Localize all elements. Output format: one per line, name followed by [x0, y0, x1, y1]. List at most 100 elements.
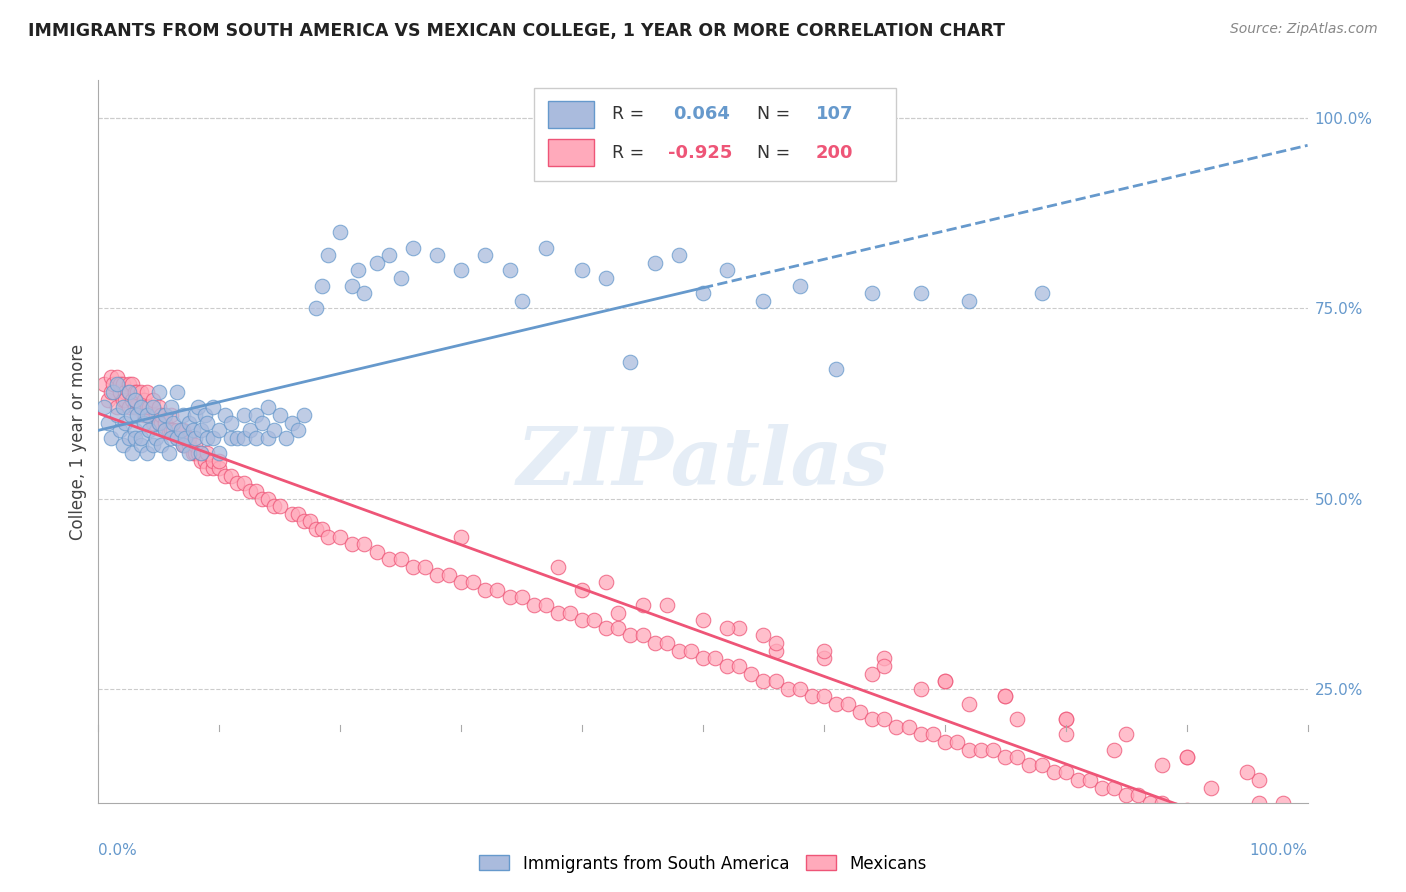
Point	[776, 681, 799, 696]
Text: N =: N =	[758, 105, 796, 123]
Point	[1054, 712, 1077, 726]
Point	[765, 636, 787, 650]
Point	[232, 408, 254, 422]
Point	[1249, 796, 1271, 810]
Point	[571, 263, 593, 277]
Text: 0.0%: 0.0%	[98, 843, 138, 857]
Point	[860, 286, 883, 301]
Point	[849, 705, 872, 719]
Point	[187, 446, 209, 460]
Point	[873, 712, 896, 726]
Point	[108, 377, 131, 392]
Point	[142, 401, 165, 415]
Point	[105, 401, 128, 415]
Text: 100.0%: 100.0%	[1250, 843, 1308, 857]
Point	[129, 385, 152, 400]
Point	[190, 453, 212, 467]
Point	[1212, 819, 1234, 833]
Point	[142, 401, 165, 415]
Point	[172, 408, 194, 422]
Point	[232, 476, 254, 491]
Point	[172, 438, 194, 452]
Point	[1284, 826, 1306, 840]
Point	[305, 301, 328, 316]
Point	[181, 446, 204, 460]
Point	[413, 560, 436, 574]
Point	[813, 643, 835, 657]
Point	[194, 453, 217, 467]
Point	[135, 401, 157, 415]
Point	[190, 446, 212, 460]
Point	[226, 476, 249, 491]
Point	[114, 416, 136, 430]
Point	[135, 385, 157, 400]
Point	[150, 438, 173, 452]
Point	[202, 461, 225, 475]
Point	[1272, 841, 1295, 855]
Point	[825, 697, 848, 711]
Point	[172, 423, 194, 437]
Point	[160, 423, 183, 437]
Point	[765, 674, 787, 689]
Point	[108, 385, 131, 400]
Point	[221, 431, 243, 445]
Point	[245, 483, 267, 498]
Point	[1007, 750, 1029, 764]
Text: 200: 200	[815, 144, 853, 161]
Point	[498, 263, 520, 277]
Point	[179, 446, 201, 460]
Point	[274, 431, 297, 445]
Point	[97, 416, 120, 430]
Point	[595, 621, 617, 635]
Point	[934, 674, 956, 689]
Point	[118, 385, 141, 400]
Point	[256, 491, 278, 506]
Y-axis label: College, 1 year or more: College, 1 year or more	[69, 343, 87, 540]
Point	[187, 401, 209, 415]
Point	[281, 507, 304, 521]
Point	[226, 431, 249, 445]
Point	[105, 408, 128, 422]
Point	[179, 416, 201, 430]
Point	[873, 659, 896, 673]
Point	[195, 416, 218, 430]
Point	[1272, 796, 1295, 810]
Point	[934, 735, 956, 749]
Point	[860, 666, 883, 681]
Point	[1223, 819, 1246, 833]
Point	[1199, 780, 1222, 795]
Point	[752, 293, 775, 308]
Point	[100, 431, 122, 445]
Point	[946, 735, 969, 749]
Point	[547, 606, 569, 620]
Point	[221, 468, 243, 483]
Point	[353, 537, 375, 551]
Point	[153, 423, 176, 437]
Point	[281, 416, 304, 430]
Point	[160, 401, 183, 415]
Point	[105, 370, 128, 384]
Point	[311, 278, 333, 293]
Point	[873, 651, 896, 665]
Point	[402, 560, 425, 574]
Point	[1091, 780, 1114, 795]
Point	[142, 416, 165, 430]
Point	[135, 408, 157, 422]
Point	[1078, 772, 1101, 787]
Point	[111, 377, 134, 392]
Point	[1054, 727, 1077, 741]
Point	[704, 651, 727, 665]
Point	[138, 401, 160, 415]
Text: 0.064: 0.064	[672, 105, 730, 123]
Point	[172, 438, 194, 452]
Point	[208, 453, 231, 467]
Point	[1236, 765, 1258, 780]
Point	[311, 522, 333, 536]
Point	[148, 401, 170, 415]
Legend: Immigrants from South America, Mexicans: Immigrants from South America, Mexicans	[472, 848, 934, 880]
Point	[329, 226, 352, 240]
Point	[994, 750, 1017, 764]
Point	[655, 636, 678, 650]
Point	[181, 423, 204, 437]
Point	[195, 431, 218, 445]
